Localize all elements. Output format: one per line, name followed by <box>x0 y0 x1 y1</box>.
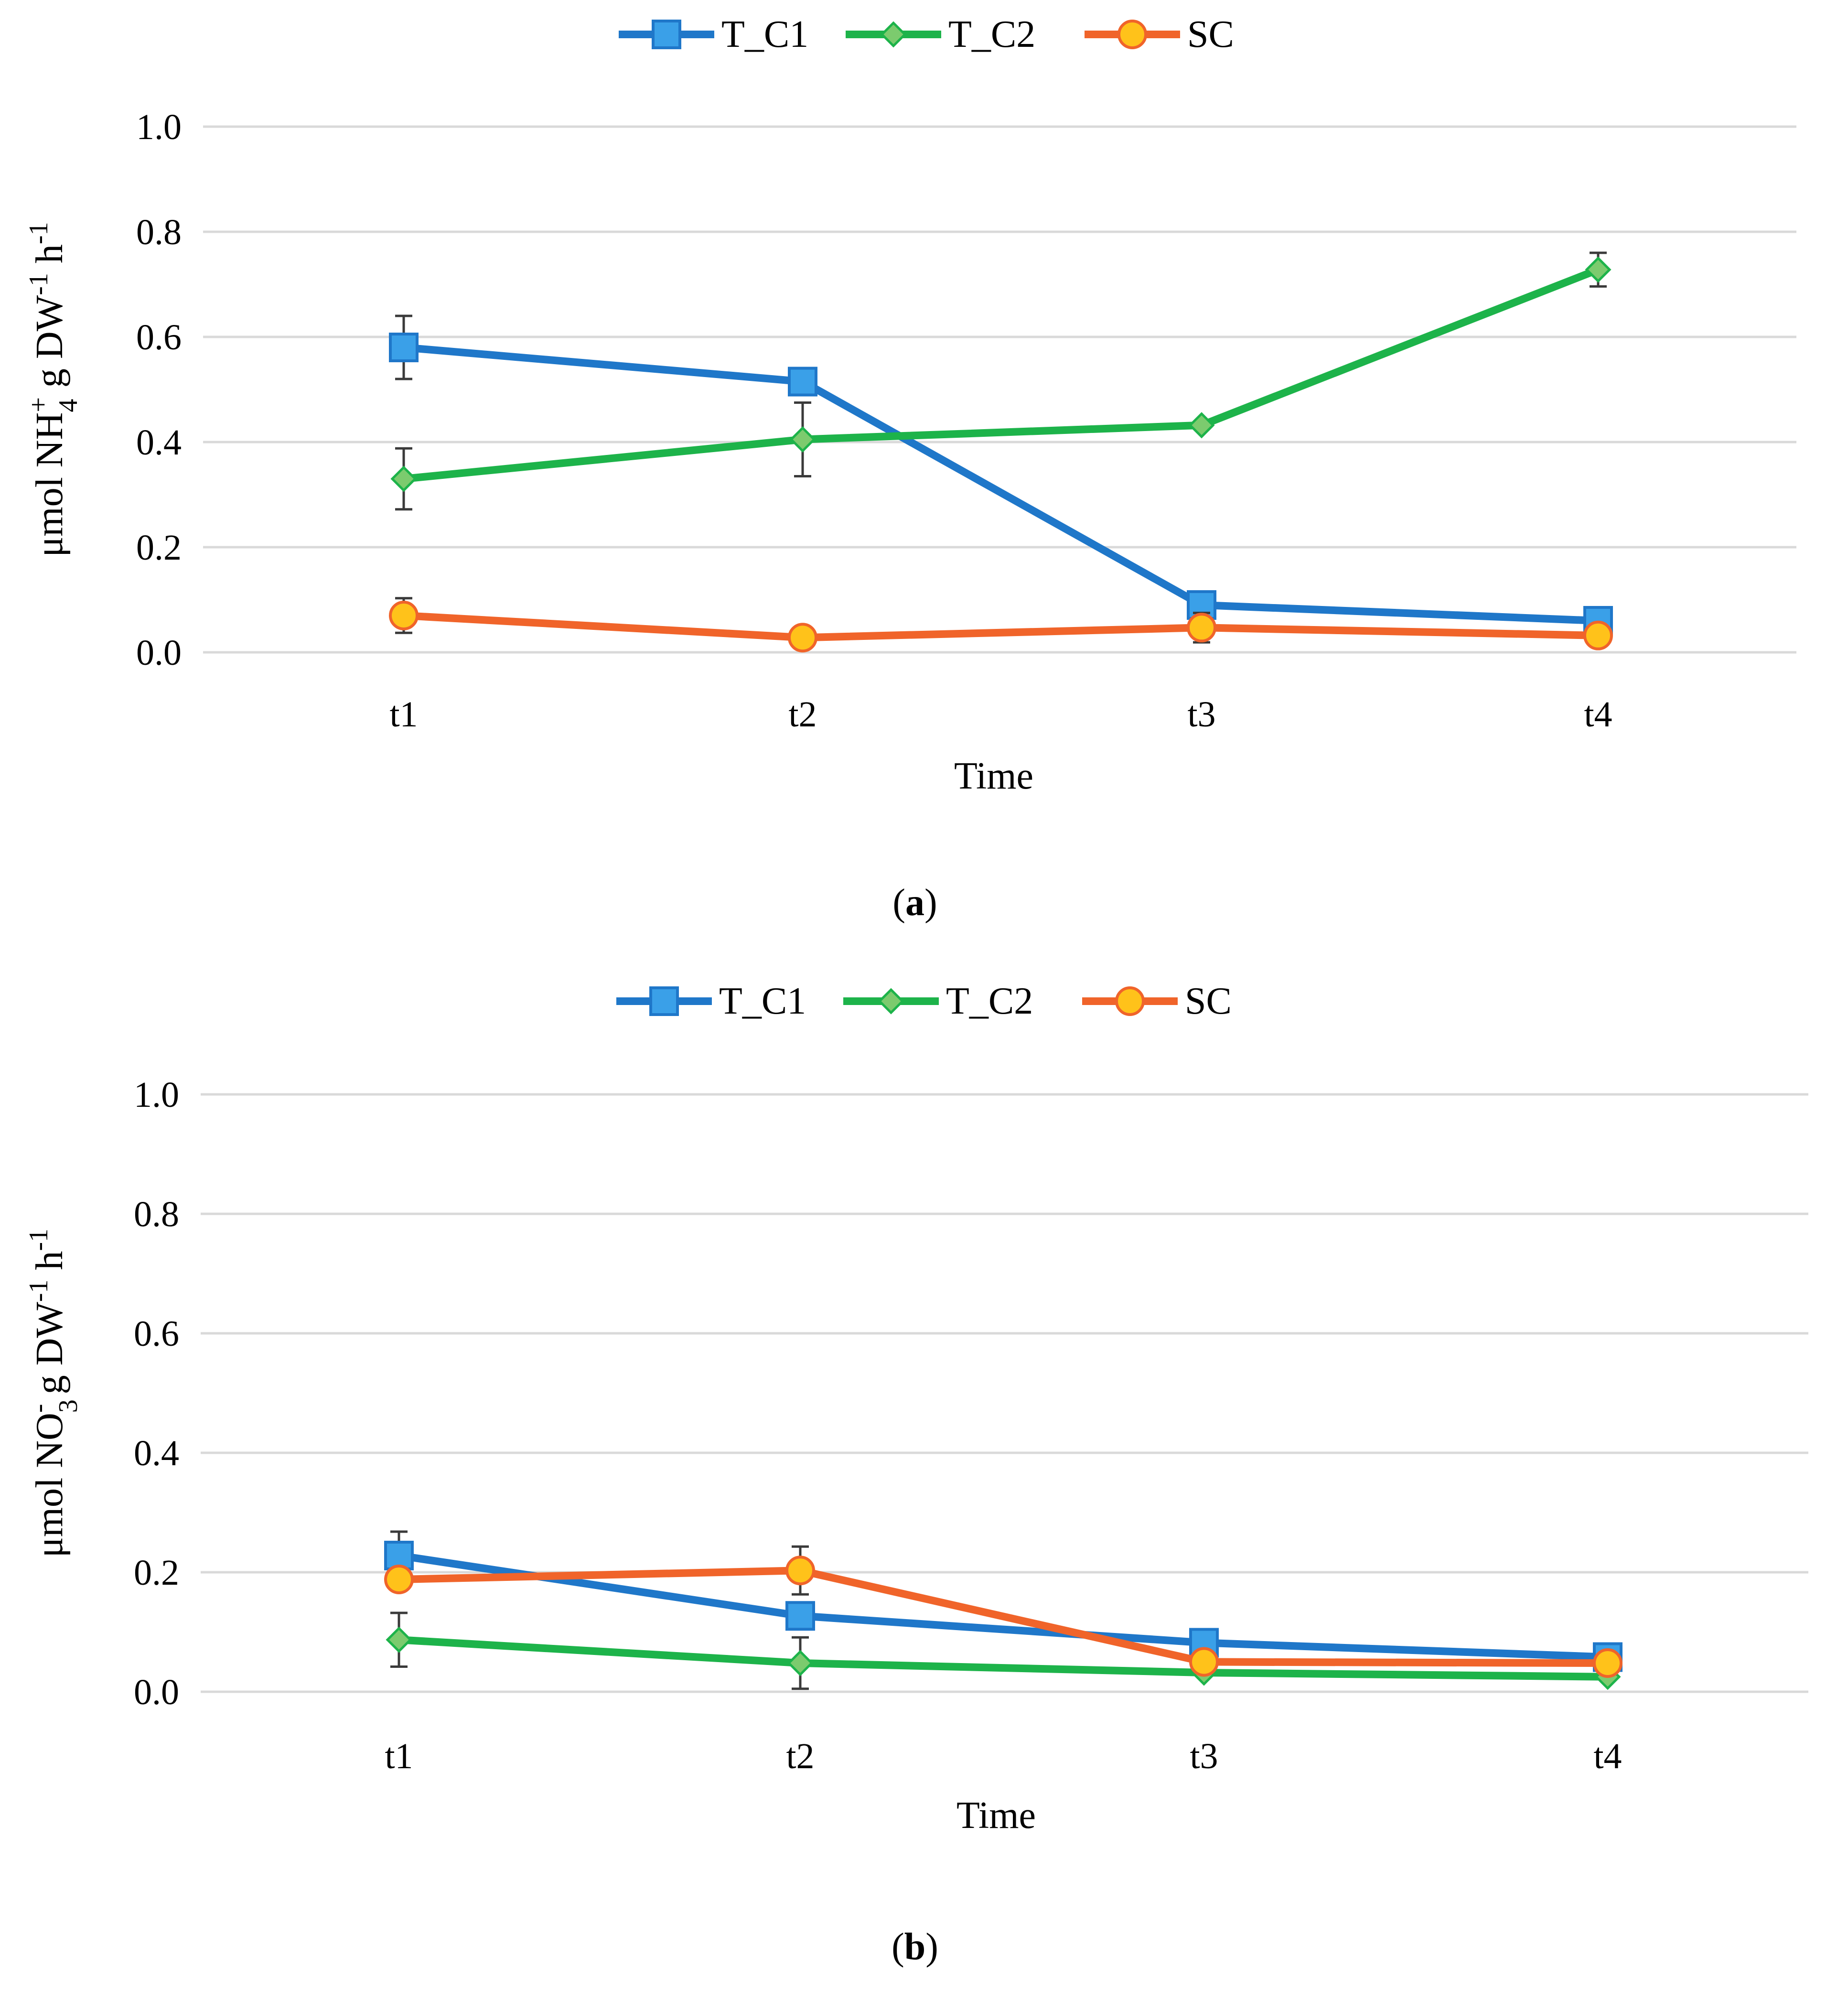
x-tick-label: t3 <box>1187 694 1215 735</box>
x-axis-title: Time <box>956 1794 1036 1837</box>
legend-label: T_C1 <box>719 980 806 1022</box>
y-tick-label: 0.0 <box>134 1672 179 1712</box>
y-axis-title: μmol NH4+ g DW-1 h-1 <box>24 222 83 557</box>
legend-marker <box>1117 20 1147 49</box>
y-axis-title-text: μmol NH <box>29 412 71 557</box>
legend-item-T_C1: T_C1 <box>619 13 808 55</box>
y-axis-title: μmol NO3- g DW-1 h-1 <box>24 1229 83 1557</box>
y-axis-title-superscript: - <box>24 1404 54 1413</box>
y-axis-title-text: h <box>29 244 71 273</box>
data-point <box>389 601 419 630</box>
y-tick-label: 1.0 <box>134 1075 179 1115</box>
y-axis-title-superscript: -1 <box>24 1229 54 1251</box>
series-line <box>395 1552 1612 1661</box>
y-tick-label: 0.8 <box>136 212 182 252</box>
data-point <box>1189 1647 1219 1677</box>
data-point <box>1593 1648 1622 1678</box>
y-axis-title-subscript: 3 <box>54 1399 83 1413</box>
y-tick-label: 0.8 <box>134 1194 179 1234</box>
series-T_C2 <box>390 251 1612 511</box>
series-line <box>400 612 1602 642</box>
legend-item-T_C2: T_C2 <box>843 980 1033 1022</box>
data-point <box>787 1650 814 1676</box>
y-tick-label: 0.6 <box>136 317 182 357</box>
y-axis-title-text: g DW <box>29 295 71 397</box>
series-SC <box>384 1545 1622 1678</box>
x-tick-label: t4 <box>1584 694 1612 735</box>
y-axis-title-superscript: -1 <box>24 222 54 244</box>
legend-marker <box>1115 986 1145 1016</box>
series-line <box>400 344 1602 625</box>
legend-marker <box>652 20 681 49</box>
x-tick-label: t1 <box>389 694 418 735</box>
y-tick-label: 0.2 <box>134 1553 179 1593</box>
legend-item-SC: SC <box>1082 980 1232 1022</box>
legend-marker <box>878 988 904 1015</box>
data-point <box>386 1626 412 1653</box>
panel-label-letter: b <box>904 1926 926 1968</box>
legend-item-T_C2: T_C2 <box>846 13 1035 55</box>
panel-label-paren: ( <box>892 1926 904 1968</box>
data-point <box>1585 256 1612 283</box>
legend-item-T_C1: T_C1 <box>616 980 806 1022</box>
y-axis-title-text: μmol NO <box>29 1413 71 1557</box>
y-axis-title-text: g DW <box>29 1302 71 1404</box>
data-point <box>384 1541 414 1570</box>
panel-label: (a) <box>892 882 937 924</box>
legend-marker <box>649 986 679 1016</box>
x-tick-label: t2 <box>788 694 817 735</box>
legend-marker <box>880 21 907 48</box>
panel-label: (b) <box>892 1926 938 1968</box>
y-tick-label: 0.2 <box>136 528 182 568</box>
panel-label-paren: ) <box>925 1926 938 1968</box>
legend-label: T_C2 <box>946 980 1033 1022</box>
y-tick-label: 0.4 <box>136 422 182 463</box>
series-line <box>400 266 1602 483</box>
panel-label-paren: ) <box>924 882 937 924</box>
legend-label: SC <box>1187 13 1234 55</box>
y-tick-label: 0.4 <box>134 1433 179 1473</box>
data-point <box>384 1565 414 1594</box>
legend-label: T_C1 <box>721 13 808 55</box>
data-point <box>785 1556 815 1586</box>
legend: T_C1 T_C2 SC <box>616 980 1232 1022</box>
panel-label-letter: a <box>905 882 924 924</box>
data-point <box>1583 620 1613 650</box>
y-tick-label: 1.0 <box>136 107 182 147</box>
series-SC <box>389 597 1613 653</box>
legend: T_C1 T_C2 SC <box>619 13 1234 55</box>
data-point <box>788 367 817 397</box>
series-line <box>395 1567 1612 1667</box>
data-point <box>789 426 816 453</box>
data-point <box>785 1601 815 1631</box>
data-point <box>390 465 417 492</box>
y-tick-label: 0.6 <box>134 1314 179 1354</box>
x-tick-label: t2 <box>786 1736 814 1776</box>
y-axis-title-superscript: -1 <box>24 273 54 295</box>
y-axis-title-superscript: + <box>24 397 54 412</box>
x-tick-label: t3 <box>1190 1736 1218 1776</box>
legend-label: T_C2 <box>948 13 1035 55</box>
data-point <box>1188 412 1215 439</box>
y-axis-title-superscript: -1 <box>24 1280 54 1302</box>
data-point <box>1187 613 1216 643</box>
x-tick-label: t4 <box>1593 1736 1622 1776</box>
data-point <box>389 333 419 362</box>
series-T_C1 <box>389 314 1613 636</box>
x-tick-label: t1 <box>385 1736 413 1776</box>
x-axis-title: Time <box>954 755 1033 797</box>
chart-panel-a: 0.0 0.2 0.4 0.6 0.8 1.0 t1 t2 t3 t4 Time μmol NH4+ … <box>24 13 1796 924</box>
y-axis-title-subscript: 4 <box>54 399 83 412</box>
data-point <box>788 623 817 653</box>
panel-label-paren: ( <box>892 882 905 924</box>
legend-label: SC <box>1185 980 1232 1022</box>
y-axis-title-text: h <box>29 1251 71 1280</box>
legend-item-SC: SC <box>1085 13 1234 55</box>
series-line <box>395 1636 1612 1681</box>
y-tick-label: 0.0 <box>136 633 182 673</box>
